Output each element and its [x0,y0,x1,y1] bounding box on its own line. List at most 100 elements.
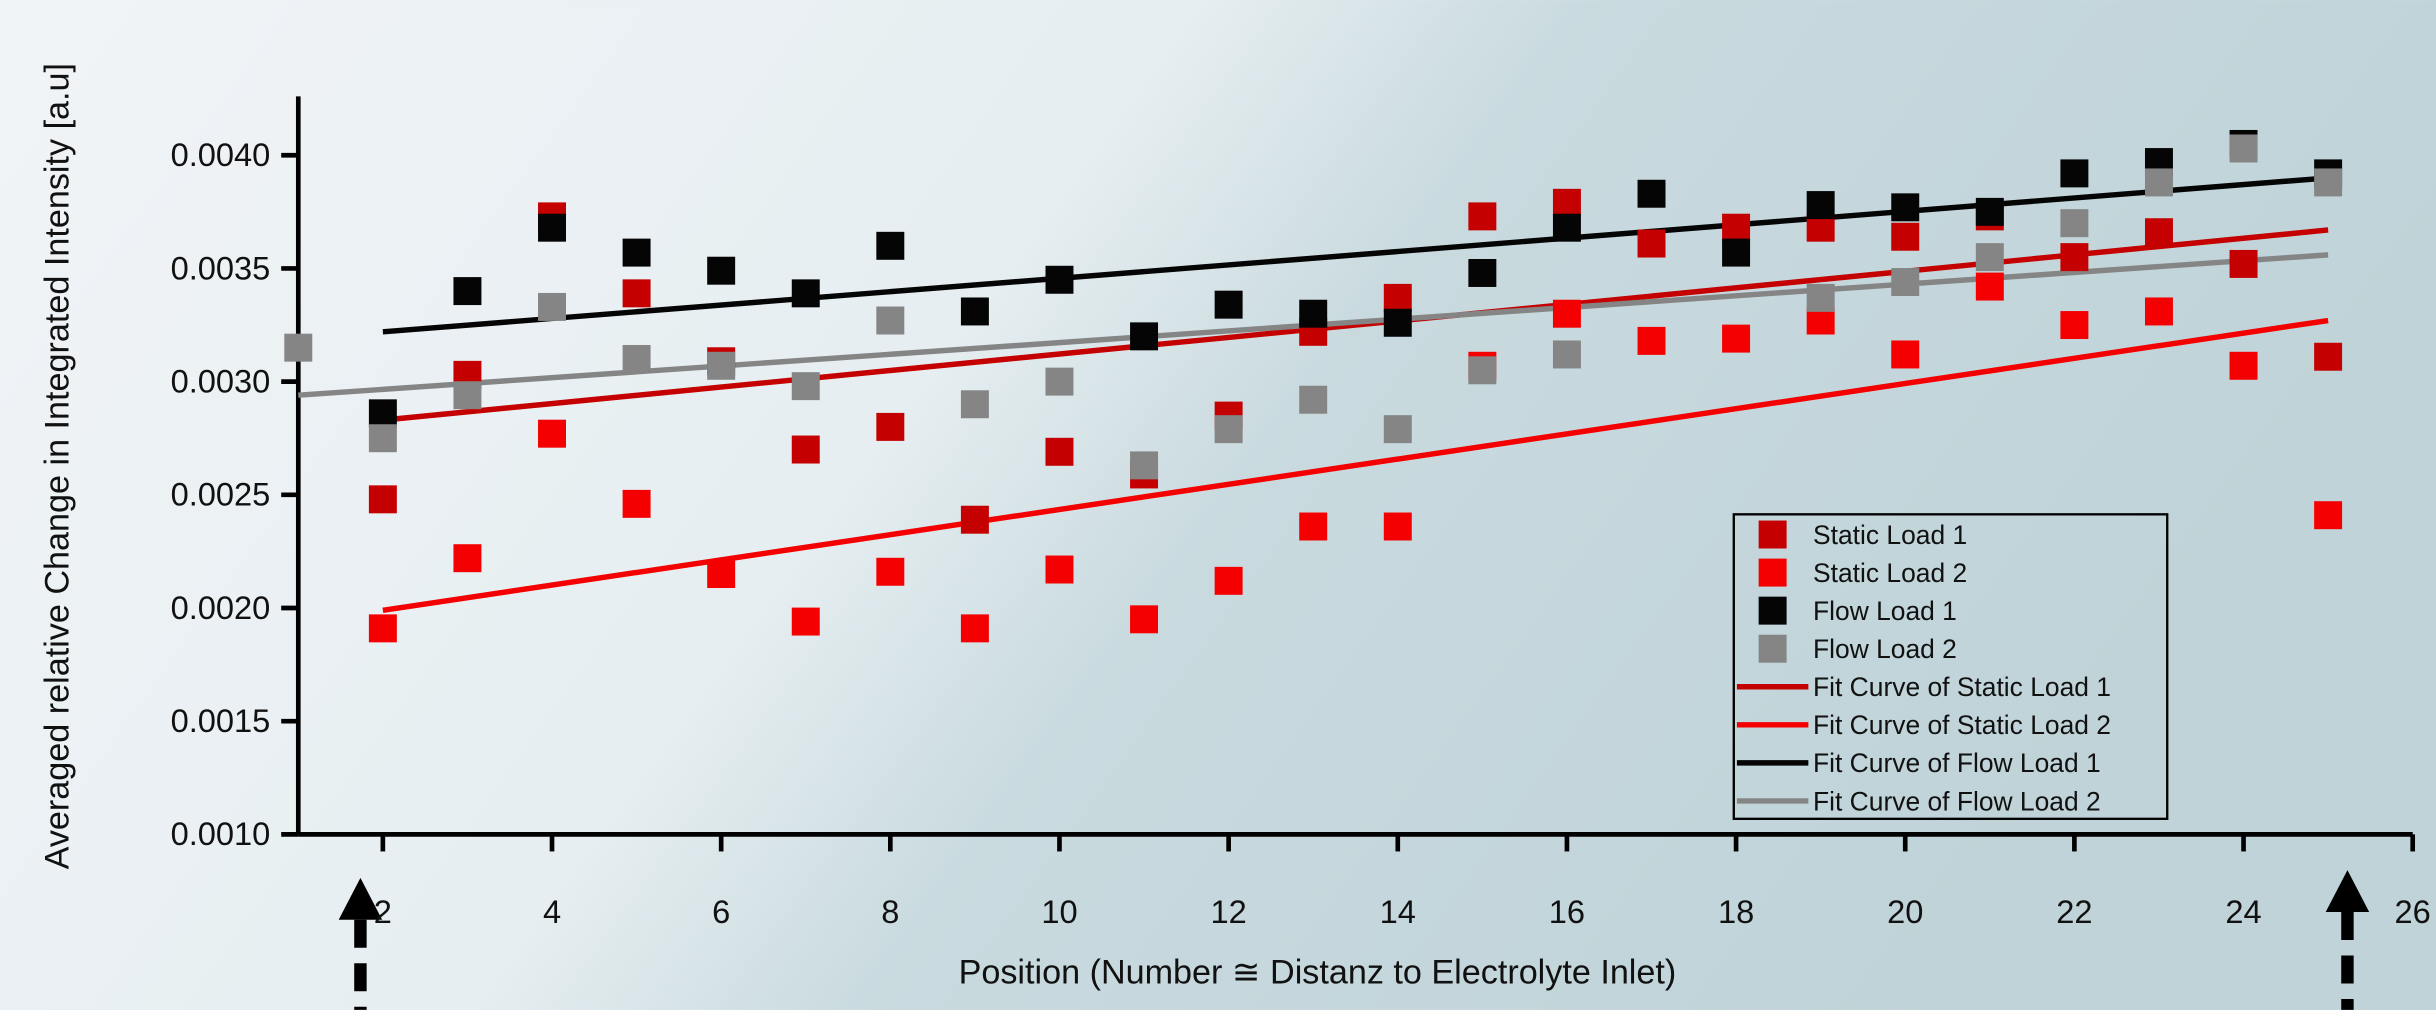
marker [1130,451,1158,479]
marker [1891,193,1919,221]
marker [2145,168,2173,196]
y-tick-label: 0.0015 [171,702,271,739]
chart: Averaged relative Change in Integrated I… [0,0,2436,1010]
x-tick-label: 12 [1210,893,1246,930]
marker [1891,268,1919,296]
marker [876,413,904,441]
marker [1215,567,1243,595]
marker [1976,198,2004,226]
marker [707,257,735,285]
y-tick-label: 0.0040 [171,136,271,173]
marker [1045,438,1073,466]
marker [2145,218,2173,246]
marker [1638,327,1666,355]
marker [1722,325,1750,353]
marker [2314,168,2342,196]
legend-label: Static Load 1 [1813,520,1967,550]
marker [1045,266,1073,294]
marker [2060,159,2088,187]
marker [1553,189,1581,217]
x-tick-label: 16 [1549,893,1585,930]
marker [1299,300,1327,328]
marker [1299,513,1327,541]
marker [1722,214,1750,242]
marker [1807,284,1835,312]
x-tick-label: 14 [1380,893,1416,930]
x-tick-label: 26 [2395,893,2431,930]
x-tick-label: 6 [712,893,730,930]
marker [1468,356,1496,384]
legend-label: Fit Curve of Flow Load 1 [1813,748,2101,778]
marker [876,558,904,586]
y-tick-label: 0.0035 [171,249,271,286]
marker [961,506,989,534]
marker [1384,513,1412,541]
legend-label: Flow Load 1 [1813,596,1957,626]
marker [2230,134,2258,162]
marker [792,436,820,464]
x-tick-label: 18 [1718,893,1754,930]
marker [2060,243,2088,271]
marker [961,390,989,418]
marker [1468,259,1496,287]
marker [792,372,820,400]
y-tick-label: 0.0020 [171,589,271,626]
background [0,0,2436,1010]
legend-swatch [1759,635,1787,663]
marker [792,608,820,636]
marker [623,279,651,307]
marker [369,424,397,452]
legend-label: Fit Curve of Flow Load 2 [1813,786,2101,816]
legend-label: Static Load 2 [1813,558,1967,588]
y-tick-label: 0.0030 [171,363,271,400]
marker [707,352,735,380]
legend-swatch [1759,597,1787,625]
marker [707,560,735,588]
marker [2060,209,2088,237]
marker [876,307,904,335]
marker [369,485,397,513]
marker [1130,322,1158,350]
y-tick-label: 0.0010 [171,815,271,852]
marker [1384,284,1412,312]
marker [1553,300,1581,328]
marker [538,293,566,321]
marker [2060,311,2088,339]
marker [369,614,397,642]
legend-swatch [1759,521,1787,549]
marker [1215,415,1243,443]
marker [453,544,481,572]
marker [2314,343,2342,371]
marker [1722,239,1750,267]
marker [2314,501,2342,529]
marker [1468,202,1496,230]
x-axis-label: Position (Number ≅ Distanz to Electrolyt… [959,954,1677,992]
marker [2145,297,2173,325]
marker [1045,556,1073,584]
marker [1045,368,1073,396]
marker [453,277,481,305]
marker [538,214,566,242]
marker [1215,291,1243,319]
marker [453,381,481,409]
legend-label: Fit Curve of Static Load 2 [1813,710,2111,740]
marker [792,279,820,307]
x-tick-label: 20 [1887,893,1923,930]
marker [1384,415,1412,443]
marker [538,420,566,448]
marker [1299,386,1327,414]
marker [1384,309,1412,337]
legend-label: Fit Curve of Static Load 1 [1813,672,2111,702]
x-tick-label: 10 [1041,893,1077,930]
marker [623,490,651,518]
x-tick-label: 8 [881,893,899,930]
marker [1638,230,1666,258]
marker [961,614,989,642]
marker [1130,605,1158,633]
marker [284,334,312,362]
marker [2230,250,2258,278]
x-tick-label: 24 [2225,893,2261,930]
marker [1807,191,1835,219]
marker [876,232,904,260]
marker [369,399,397,427]
